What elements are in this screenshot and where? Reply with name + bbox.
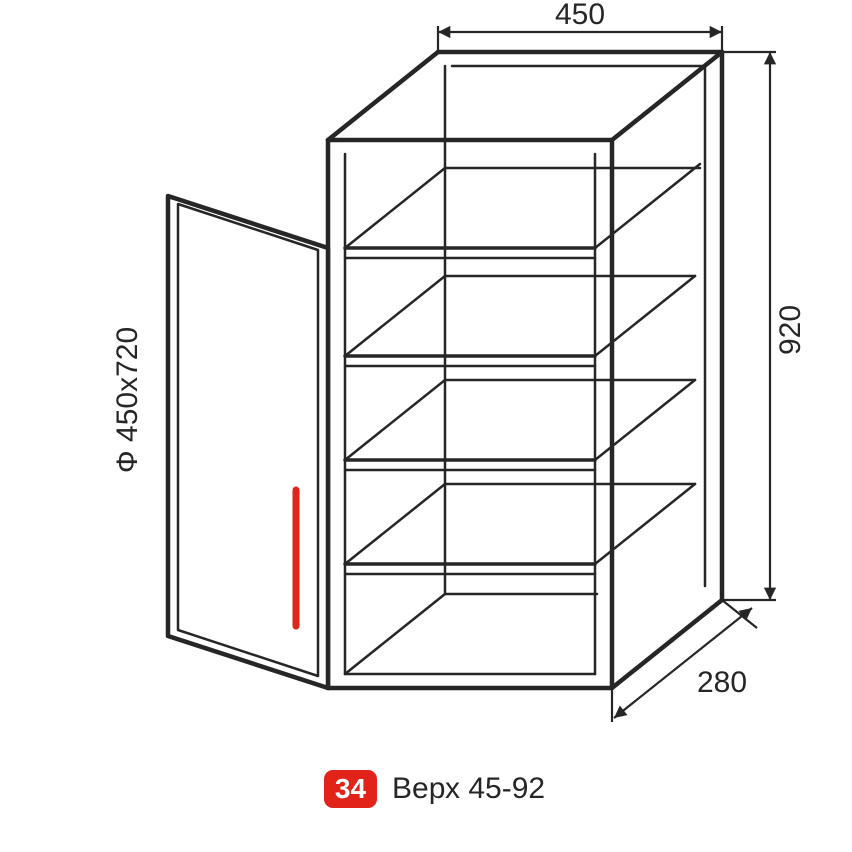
dim-depth-label: 280 bbox=[697, 666, 747, 699]
cabinet-door bbox=[168, 196, 328, 688]
dimension-height: 920 bbox=[722, 52, 807, 600]
dim-door-label: Ф 450x720 bbox=[111, 327, 144, 473]
caption-text: Верх 45-92 bbox=[392, 772, 545, 805]
badge-text: 34 bbox=[335, 773, 366, 805]
dimension-depth: 280 bbox=[612, 600, 757, 722]
dimension-width: 450 bbox=[438, 0, 722, 52]
dimension-door: Ф 450x720 bbox=[111, 327, 144, 473]
dim-width-label: 450 bbox=[555, 0, 605, 31]
dim-height-label: 920 bbox=[774, 305, 807, 355]
item-caption: Верх 45-92 bbox=[392, 772, 545, 806]
item-number-badge: 34 bbox=[324, 770, 377, 808]
cabinet-drawing: 450 920 280 Ф 450x720 bbox=[0, 0, 852, 852]
diagram-canvas: 450 920 280 Ф 450x720 34 Верх 45-92 bbox=[0, 0, 852, 852]
